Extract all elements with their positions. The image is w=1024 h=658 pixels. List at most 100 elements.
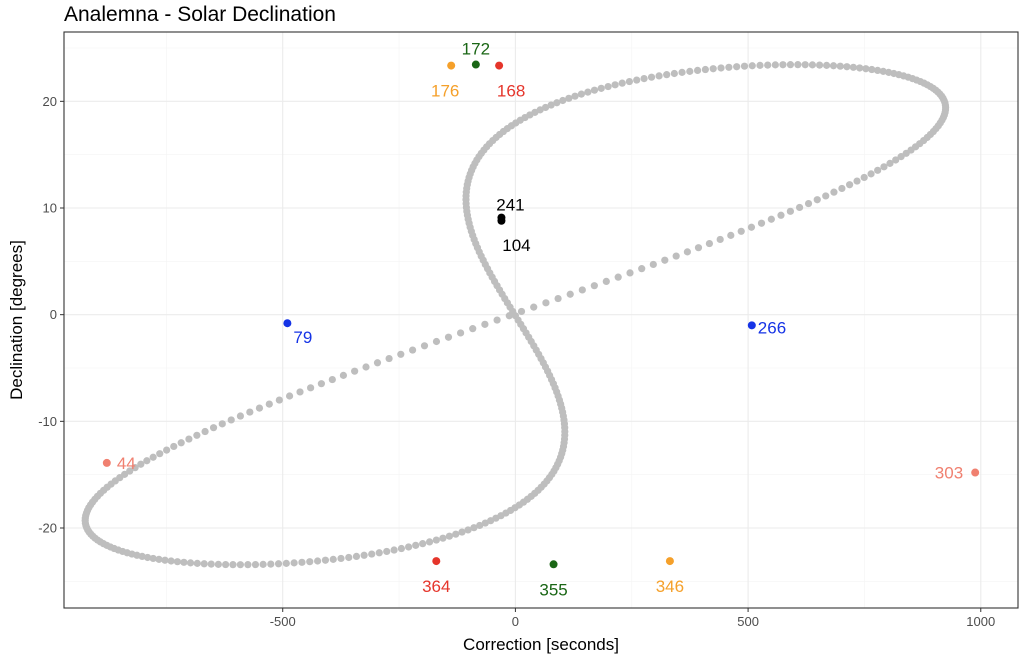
base-point xyxy=(419,540,427,548)
base-points xyxy=(81,61,950,569)
base-point xyxy=(432,337,441,346)
base-point xyxy=(843,63,851,71)
base-point xyxy=(385,354,393,363)
base-point xyxy=(328,375,336,384)
base-point xyxy=(694,244,703,252)
base-point xyxy=(193,559,201,567)
base-point xyxy=(892,156,900,164)
highlight-point-364 xyxy=(432,557,441,566)
base-point xyxy=(670,69,678,78)
highlight-point-355 xyxy=(549,560,558,569)
base-point xyxy=(756,61,764,69)
base-point xyxy=(481,519,489,527)
base-point xyxy=(390,546,398,554)
base-point xyxy=(795,203,804,212)
base-point xyxy=(345,553,353,562)
base-point xyxy=(813,196,821,204)
highlight-label-355: 355 xyxy=(539,580,567,599)
base-point xyxy=(360,551,368,559)
base-point xyxy=(701,65,709,74)
highlight-label-346: 346 xyxy=(656,577,684,596)
base-point xyxy=(307,384,315,392)
base-point xyxy=(329,555,337,563)
base-point xyxy=(566,290,574,298)
base-point xyxy=(565,94,573,102)
base-point xyxy=(337,554,345,563)
base-point xyxy=(227,416,235,424)
base-point xyxy=(686,67,694,75)
base-point xyxy=(571,92,579,100)
x-tick-label: -500 xyxy=(270,614,296,629)
base-point xyxy=(296,388,304,396)
base-point xyxy=(815,61,824,69)
base-point xyxy=(647,73,656,81)
base-point xyxy=(867,170,875,178)
base-point xyxy=(290,559,298,567)
base-point xyxy=(251,560,260,569)
base-point xyxy=(902,149,910,157)
base-point xyxy=(618,79,626,87)
highlight-label-172: 172 xyxy=(462,40,490,59)
base-point xyxy=(777,211,785,219)
base-point xyxy=(214,560,222,568)
base-point xyxy=(321,556,330,564)
highlight-label-104: 104 xyxy=(502,236,530,255)
x-tick-label: 1000 xyxy=(966,614,995,629)
base-point xyxy=(886,159,894,167)
y-tick-label: 10 xyxy=(43,201,57,216)
highlight-point-168 xyxy=(495,61,504,70)
base-point xyxy=(163,446,171,454)
base-point xyxy=(717,64,725,72)
highlight-point-172 xyxy=(471,60,480,69)
base-point xyxy=(143,553,152,562)
base-point xyxy=(409,346,417,354)
base-point xyxy=(505,312,513,320)
base-point xyxy=(368,550,376,558)
base-point xyxy=(748,62,756,70)
base-point xyxy=(200,560,208,568)
highlight-point-266 xyxy=(747,321,756,330)
base-point xyxy=(351,367,359,375)
y-tick-label: 20 xyxy=(43,94,57,109)
base-point xyxy=(155,555,163,563)
base-point xyxy=(352,552,361,561)
base-point xyxy=(661,256,669,264)
highlight-label-44: 44 xyxy=(117,454,136,473)
highlight-point-303 xyxy=(971,468,980,477)
base-point xyxy=(767,215,775,223)
grid-lines xyxy=(64,32,1018,608)
base-point xyxy=(794,61,802,69)
highlight-point-176 xyxy=(447,61,456,70)
base-point xyxy=(362,363,370,371)
base-point xyxy=(131,464,139,472)
base-point xyxy=(640,74,648,83)
base-point xyxy=(298,558,306,566)
base-point xyxy=(265,400,273,408)
base-point xyxy=(672,252,680,260)
base-point xyxy=(246,408,254,416)
base-point xyxy=(186,559,195,567)
base-point xyxy=(838,184,846,193)
base-point xyxy=(425,538,434,546)
base-point xyxy=(138,552,146,561)
base-point xyxy=(804,199,813,208)
highlighted-labels: 172 176 168 241 104 79 266 44 303 364 355 346 xyxy=(117,40,963,600)
highlight-point-104 xyxy=(497,216,506,225)
base-point xyxy=(554,294,562,303)
highlight-label-266: 266 xyxy=(758,318,786,337)
base-point xyxy=(786,207,794,215)
base-point xyxy=(383,547,391,556)
base-point xyxy=(445,532,454,540)
base-point xyxy=(590,282,598,290)
base-point xyxy=(274,560,283,568)
base-point xyxy=(709,65,717,73)
base-point xyxy=(614,273,622,281)
base-point xyxy=(663,71,671,79)
base-point xyxy=(185,435,193,443)
base-point xyxy=(862,65,870,73)
base-point xyxy=(167,557,175,565)
base-point xyxy=(849,63,857,71)
base-point xyxy=(590,86,599,94)
base-point xyxy=(655,72,663,80)
